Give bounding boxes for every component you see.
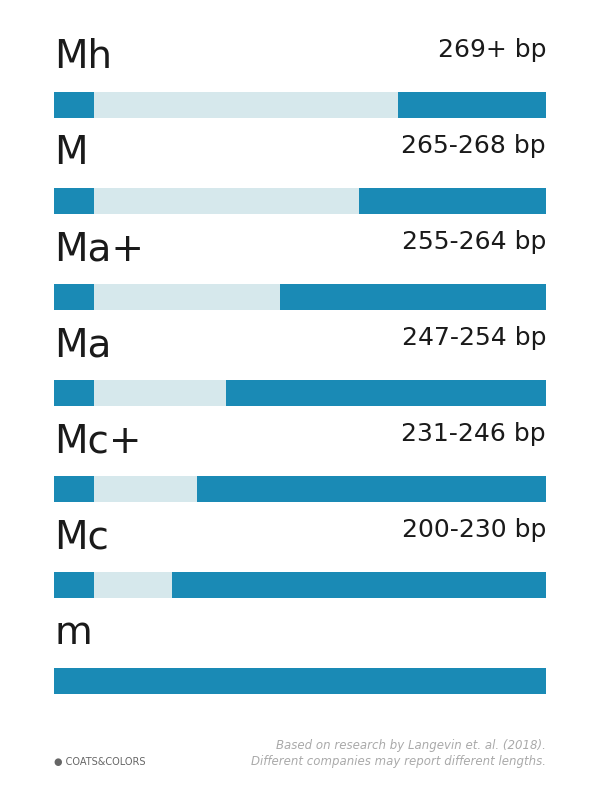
Text: 269+ bp: 269+ bp <box>437 38 546 62</box>
Text: m: m <box>54 614 92 653</box>
Text: Ma+: Ma+ <box>54 230 144 268</box>
Text: Ma: Ma <box>54 326 112 365</box>
Text: Mc+: Mc+ <box>54 422 142 461</box>
Text: Mh: Mh <box>54 38 112 77</box>
Text: 200-230 bp: 200-230 bp <box>401 518 546 542</box>
Text: M: M <box>54 134 88 172</box>
Text: 255-264 bp: 255-264 bp <box>401 230 546 254</box>
Text: Mc: Mc <box>54 518 109 557</box>
Text: 231-246 bp: 231-246 bp <box>401 422 546 446</box>
Text: Based on research by Langevin et. al. (2018).: Based on research by Langevin et. al. (2… <box>276 739 546 752</box>
Text: 247-254 bp: 247-254 bp <box>401 326 546 350</box>
Text: Different companies may report different lengths.: Different companies may report different… <box>251 755 546 768</box>
Text: 265-268 bp: 265-268 bp <box>401 134 546 158</box>
Text: ● COATS&COLORS: ● COATS&COLORS <box>54 757 146 766</box>
